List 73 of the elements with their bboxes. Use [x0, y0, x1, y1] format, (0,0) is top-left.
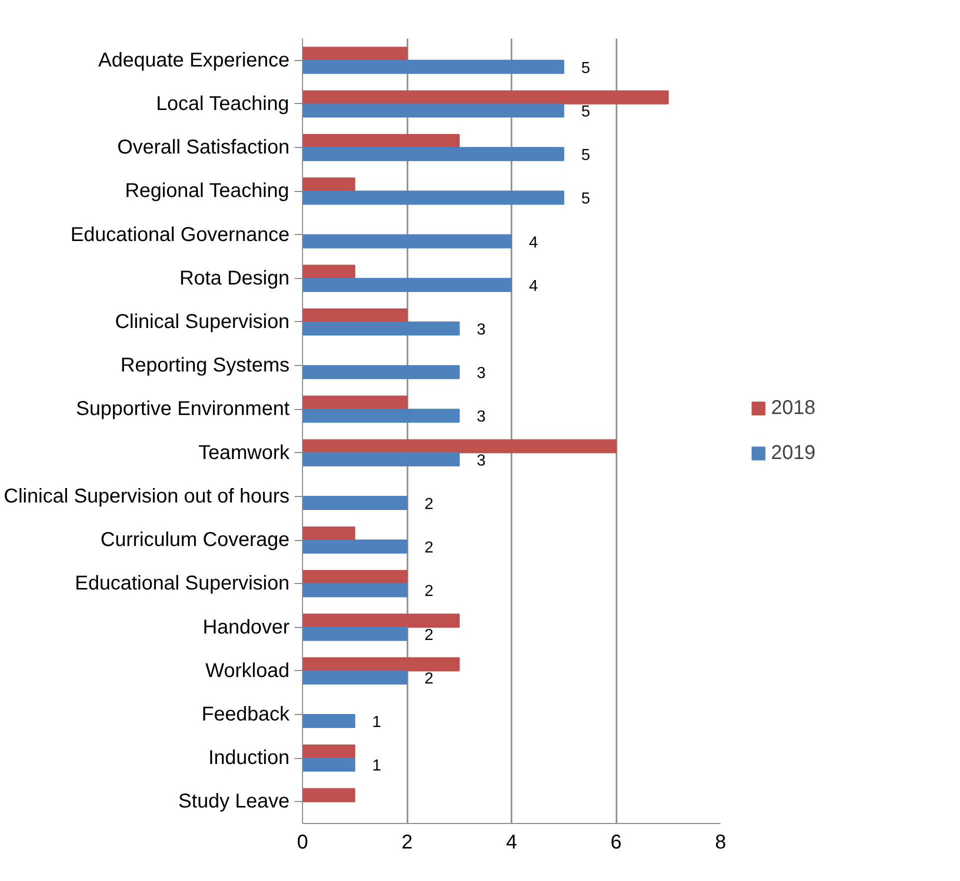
- y-tick-label: Rota Design: [179, 267, 290, 290]
- bar: [302, 626, 408, 641]
- y-tick-label: Study Leave: [178, 790, 290, 813]
- x-tick-label: 6: [610, 832, 622, 854]
- bar: [302, 526, 356, 541]
- y-tick-label: Regional Teaching: [124, 180, 290, 202]
- data-label: 3: [476, 365, 486, 382]
- x-tick-label: 4: [506, 832, 518, 854]
- data-label: 2: [424, 540, 434, 557]
- y-tick-label: Local Teaching: [156, 92, 290, 115]
- bar: [302, 614, 460, 628]
- legend-label: 2018: [771, 396, 816, 420]
- bar: [302, 234, 512, 248]
- bar: [302, 190, 564, 205]
- y-tick-label: Reporting Systems: [120, 354, 290, 377]
- y-tick-label: Educational Supervision: [74, 572, 290, 595]
- data-label: 3: [476, 408, 486, 426]
- bar: [302, 365, 460, 380]
- y-tick-label: Teamwork: [198, 442, 290, 464]
- y-tick-label: Curriculum Coverage: [100, 529, 290, 552]
- y-tick-label: Clinical Supervision: [114, 310, 290, 333]
- bar: [302, 570, 408, 584]
- data-label: 3: [476, 452, 486, 470]
- y-tick-label: Feedback: [202, 703, 290, 726]
- data-label: 5: [581, 103, 590, 120]
- y-tick-label: Educational Governance: [70, 224, 290, 246]
- y-tick-label: Adequate Experience: [98, 49, 290, 72]
- data-label: 2: [424, 626, 434, 644]
- bar: [302, 308, 408, 322]
- y-tick-label: Handover: [202, 616, 290, 638]
- y-tick-label: Workload: [205, 660, 290, 682]
- bar: [302, 670, 408, 684]
- y-tick-label: Clinical Supervision out of hours: [4, 485, 290, 508]
- bar: [302, 788, 356, 802]
- data-label: 5: [581, 190, 590, 208]
- bar: [302, 496, 408, 510]
- bar: [302, 46, 408, 61]
- x-tick-label: 2: [401, 832, 413, 854]
- bar: [302, 178, 356, 192]
- y-tick-label: Induction: [208, 747, 290, 770]
- data-label: 4: [529, 278, 538, 295]
- bar: [302, 396, 408, 410]
- data-label: 1: [372, 714, 382, 732]
- bar: [302, 408, 460, 423]
- bar: [302, 452, 460, 466]
- data-label: 2: [424, 583, 434, 600]
- bar: [302, 744, 356, 759]
- x-tick-label: 0: [296, 832, 308, 854]
- bar: [302, 758, 356, 772]
- data-label: 4: [529, 234, 538, 252]
- data-label: 3: [476, 322, 486, 339]
- bar: [302, 714, 356, 728]
- data-label: 1: [372, 758, 382, 775]
- bar: [302, 264, 356, 279]
- data-label: 5: [581, 60, 590, 77]
- bar: [302, 540, 408, 554]
- bar: [302, 439, 616, 454]
- bar: [302, 60, 564, 74]
- legend-label: 2019: [771, 442, 816, 464]
- data-label: 2: [424, 496, 434, 513]
- bar: [302, 321, 460, 336]
- y-tick-label: Overall Satisfaction: [117, 136, 290, 159]
- data-label: 5: [581, 147, 590, 164]
- bar: [302, 278, 512, 292]
- bar: [302, 147, 564, 162]
- bar: [302, 103, 564, 118]
- bar: [302, 90, 669, 104]
- y-tick-label: Supportive Environment: [76, 398, 290, 420]
- x-tick-label: 8: [714, 832, 726, 854]
- bar: [302, 134, 460, 148]
- bar: [302, 583, 408, 598]
- data-label: 2: [424, 670, 434, 688]
- bar: [302, 657, 460, 672]
